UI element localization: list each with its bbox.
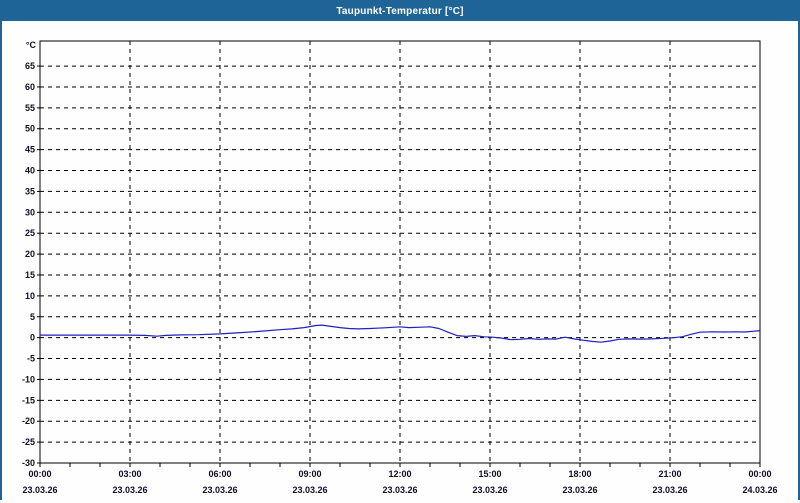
- y-axis-label: 50: [25, 124, 35, 134]
- y-axis-label: 40: [25, 166, 35, 176]
- y-axis-label: -20: [22, 416, 35, 426]
- y-axis-label: 35: [25, 186, 35, 196]
- window-titlebar[interactable]: Taupunkt-Temperatur [°C]: [2, 2, 798, 21]
- y-axis-label: 45: [25, 145, 35, 155]
- x-axis-date-label: 23.03.26: [652, 485, 687, 495]
- x-axis-date-label: 23.03.26: [112, 485, 147, 495]
- x-axis-time-label: 06:00: [208, 469, 231, 479]
- x-axis-time-label: 00:00: [748, 469, 771, 479]
- x-axis-date-label: 23.03.26: [292, 485, 327, 495]
- series-line-taupunkt: [40, 324, 761, 343]
- x-axis-time-label: 12:00: [388, 469, 411, 479]
- x-axis-time-label: 03:00: [118, 469, 141, 479]
- x-axis-time-label: 18:00: [568, 469, 591, 479]
- dewpoint-line-chart: -30 -25 -20 -15 -10 -5 0 5 10 15 20 25 30 35 40 45 50 55 6…: [22, 40, 778, 495]
- x-axis-date-label: 23.03.26: [202, 485, 237, 495]
- y-axis-label: 10: [25, 291, 35, 301]
- y-axis-label: 25: [25, 228, 35, 238]
- y-axis-label: 5: [30, 312, 35, 322]
- y-axis-label: 60: [25, 82, 35, 92]
- x-axis-time-label: 15:00: [478, 469, 501, 479]
- x-axis-time-label: 00:00: [28, 469, 51, 479]
- y-axis-label: 65: [25, 61, 35, 71]
- x-axis-date-label: 23.03.26: [562, 485, 597, 495]
- chart-area: -30 -25 -20 -15 -10 -5 0 5 10 15 20 25 30 35 40 45 50 55 6…: [2, 21, 798, 503]
- y-axis-label: 30: [25, 207, 35, 217]
- y-axis-label: -10: [22, 374, 35, 384]
- y-axis-label: -30: [22, 458, 35, 468]
- x-axis-time-label: 21:00: [658, 469, 681, 479]
- x-axis-date-label: 23.03.26: [382, 485, 417, 495]
- y-axis-label: -25: [22, 437, 35, 447]
- window-title: Taupunkt-Temperatur [°C]: [336, 6, 464, 17]
- y-axis-label: -15: [22, 395, 35, 405]
- x-axis-time-label: 09:00: [298, 469, 321, 479]
- y-axis-label: 0: [30, 333, 35, 343]
- x-axis-date-label: 24.03.26: [742, 485, 777, 495]
- y-axis-label: 15: [25, 270, 35, 280]
- y-axis-unit-label: °C: [26, 40, 37, 50]
- x-axis-date-label: 23.03.26: [472, 485, 507, 495]
- y-axis-label: -5: [27, 354, 35, 364]
- y-axis-label: 55: [25, 103, 35, 113]
- x-axis-date-label: 23.03.26: [22, 485, 57, 495]
- y-axis-label: 20: [25, 249, 35, 259]
